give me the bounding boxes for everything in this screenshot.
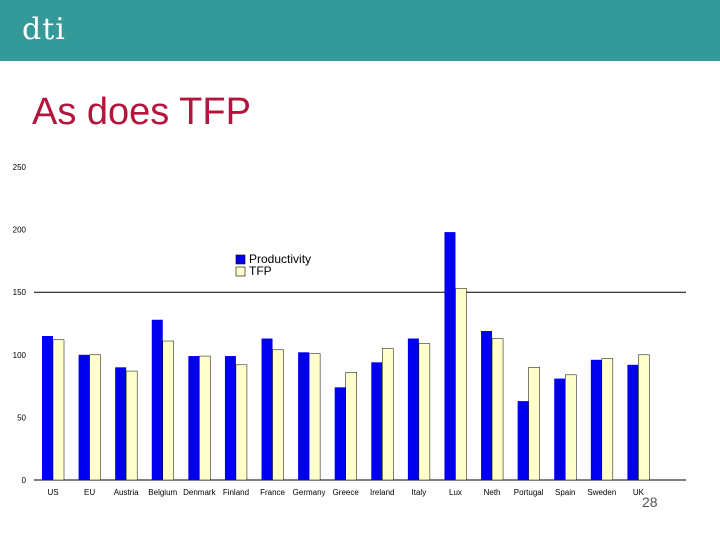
legend-swatch-tfp bbox=[235, 266, 246, 277]
bar-productivity-france bbox=[261, 338, 273, 480]
legend: Productivity TFP bbox=[235, 252, 311, 278]
bar-productivity-spain bbox=[554, 378, 566, 480]
bar-tfp-austria bbox=[125, 370, 138, 481]
bar-tfp-lux bbox=[455, 288, 467, 481]
bar-tfp-eu bbox=[89, 354, 101, 481]
y-tick-label: 200 bbox=[13, 226, 27, 235]
bar-tfp-finland bbox=[235, 364, 248, 481]
x-tick-label: Greece bbox=[333, 488, 360, 497]
dti-logo: dti bbox=[22, 12, 66, 47]
bar-productivity-denmark bbox=[188, 356, 200, 480]
x-tick-label: Neth bbox=[484, 488, 501, 497]
bar-tfp-germany bbox=[308, 353, 321, 481]
x-tick-label: US bbox=[47, 488, 58, 497]
x-tick-label: Austria bbox=[114, 488, 139, 497]
y-tick-label: 150 bbox=[13, 288, 27, 297]
bar-tfp-uk bbox=[638, 354, 650, 481]
legend-label-productivity: Productivity bbox=[249, 252, 311, 266]
x-tick-label: Portugal bbox=[514, 488, 544, 497]
bars bbox=[42, 232, 650, 481]
bar-tfp-belgium bbox=[162, 340, 175, 481]
header-bar: dti bbox=[0, 0, 720, 61]
bar-tfp-portugal bbox=[528, 367, 540, 481]
bar-productivity-eu bbox=[78, 354, 90, 480]
bar-productivity-austria bbox=[115, 367, 127, 480]
x-tick-label: Sweden bbox=[587, 488, 616, 497]
bar-productivity-uk bbox=[627, 364, 639, 480]
bar-tfp-ireland bbox=[382, 348, 394, 481]
bar-productivity-germany bbox=[298, 352, 310, 480]
bar-productivity-ireland bbox=[371, 362, 383, 480]
bar-productivity-us bbox=[42, 336, 53, 480]
bar-tfp-spain bbox=[564, 374, 577, 481]
bar-chart: 0 50 100 150 200 250 US EU Austria Belgium Denmar… bbox=[13, 163, 686, 497]
bar-productivity-greece bbox=[334, 387, 346, 480]
y-tick-label: 100 bbox=[13, 351, 27, 360]
bar-productivity-finland bbox=[224, 356, 236, 480]
legend-swatch-productivity bbox=[235, 254, 246, 265]
x-tick-label: Spain bbox=[555, 488, 575, 497]
x-tick-label: Italy bbox=[412, 488, 427, 497]
y-tick-label: 50 bbox=[17, 413, 26, 422]
bar-tfp-denmark bbox=[199, 355, 211, 481]
bar-productivity-neth bbox=[481, 331, 493, 480]
x-axis-labels: US EU Austria Belgium Denmark Finland France Ge… bbox=[47, 488, 644, 497]
x-tick-label: Germany bbox=[293, 488, 326, 497]
bar-tfp-france bbox=[272, 349, 284, 481]
bar-productivity-belgium bbox=[151, 319, 163, 480]
x-tick-label: UK bbox=[633, 488, 645, 497]
x-tick-label: Lux bbox=[449, 488, 462, 497]
y-tick-label: 0 bbox=[22, 476, 27, 485]
y-tick-label: 250 bbox=[13, 163, 27, 172]
x-tick-label: Finland bbox=[223, 488, 249, 497]
bar-tfp-italy bbox=[418, 343, 431, 481]
bar-tfp-neth bbox=[491, 338, 504, 481]
bar-productivity-sweden bbox=[590, 359, 602, 480]
slide-title: As does TFP bbox=[32, 91, 251, 133]
page-number: 28 bbox=[642, 494, 658, 510]
x-tick-label: EU bbox=[84, 488, 95, 497]
x-tick-label: Denmark bbox=[183, 488, 216, 497]
x-tick-label: Belgium bbox=[148, 488, 177, 497]
legend-label-tfp: TFP bbox=[249, 264, 272, 278]
bar-productivity-lux bbox=[444, 232, 456, 480]
bar-tfp-us bbox=[52, 339, 65, 481]
bar-productivity-portugal bbox=[517, 401, 529, 480]
y-axis-labels: 0 50 100 150 200 250 bbox=[13, 163, 27, 485]
bar-tfp-sweden bbox=[601, 358, 614, 481]
x-tick-label: France bbox=[260, 488, 285, 497]
bar-productivity-italy bbox=[407, 338, 419, 480]
x-tick-label: Ireland bbox=[370, 488, 394, 497]
bar-tfp-greece bbox=[345, 372, 357, 481]
